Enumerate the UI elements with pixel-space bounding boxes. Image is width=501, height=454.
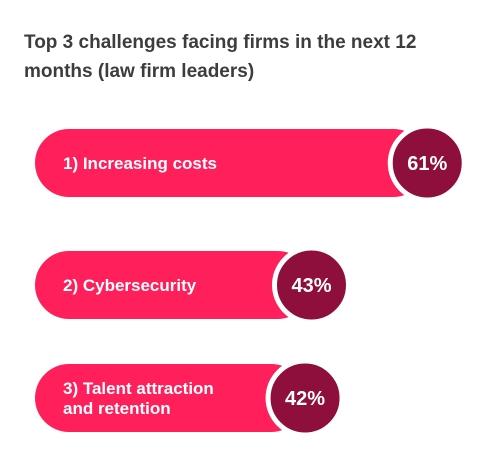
value-circle-1 (387, 123, 467, 203)
bar-label-3: 3) Talent attraction and retention (63, 379, 214, 418)
chart-title: Top 3 challenges facing firms in the nex… (24, 32, 417, 82)
value-label-2: 43% (291, 275, 331, 297)
bar-3 (35, 364, 306, 432)
value-label-1: 61% (407, 153, 447, 175)
value-label-3: 42% (285, 388, 325, 410)
value-circle-3 (265, 358, 345, 438)
value-circle-2 (271, 245, 351, 325)
bar-label-1: 1) Increasing costs (63, 154, 217, 173)
bar-label-2: 2) Cybersecurity (63, 276, 197, 295)
bar-2 (35, 251, 312, 319)
bar-1 (35, 129, 428, 197)
